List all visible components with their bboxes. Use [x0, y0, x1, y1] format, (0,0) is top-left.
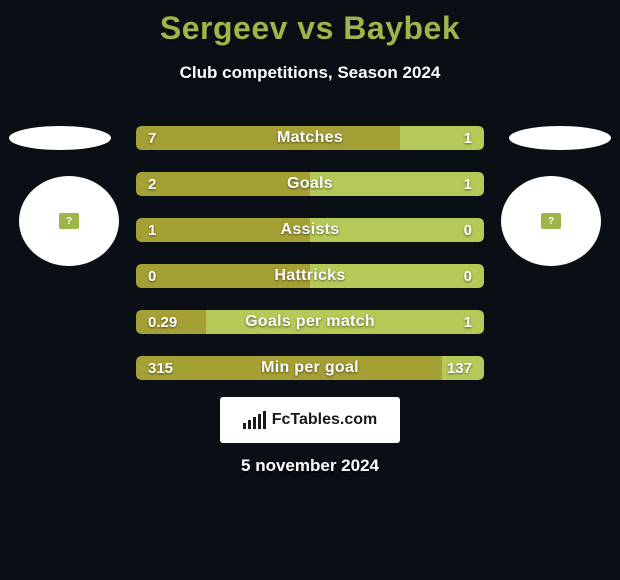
stat-bar-right [310, 172, 484, 196]
placeholder-icon: ? [59, 213, 79, 229]
player-right-oval [509, 126, 611, 150]
player-left-avatar: ? [19, 176, 119, 266]
stat-bar-left [136, 310, 206, 334]
stat-bar-left [136, 264, 310, 288]
brand-text: FcTables.com [272, 411, 378, 429]
comparison-title: Sergeev vs Baybek [0, 0, 620, 47]
brand-bars-icon [243, 411, 266, 429]
stat-row: Min per goal315137 [136, 356, 484, 380]
stat-bar-left [136, 172, 310, 196]
comparison-bars: Matches71 Goals21 Assists10 Hattricks00 Goal… [136, 126, 484, 402]
stat-bar-right [442, 356, 484, 380]
placeholder-icon: ? [541, 213, 561, 229]
stat-bar-right [310, 218, 484, 242]
stat-row: Hattricks00 [136, 264, 484, 288]
brand-box: FcTables.com [220, 397, 400, 443]
stat-row: Goals per match0.291 [136, 310, 484, 334]
player-left-oval [9, 126, 111, 150]
snapshot-date: 5 november 2024 [0, 456, 620, 476]
player-right-avatar: ? [501, 176, 601, 266]
stat-row: Matches71 [136, 126, 484, 150]
stat-bar-left [136, 126, 400, 150]
stat-bar-right [400, 126, 484, 150]
stat-bar-left [136, 356, 442, 380]
stat-row: Assists10 [136, 218, 484, 242]
comparison-subtitle: Club competitions, Season 2024 [0, 63, 620, 83]
stat-row: Goals21 [136, 172, 484, 196]
stat-bar-left [136, 218, 310, 242]
stat-bar-right [310, 264, 484, 288]
stat-bar-right [206, 310, 484, 334]
